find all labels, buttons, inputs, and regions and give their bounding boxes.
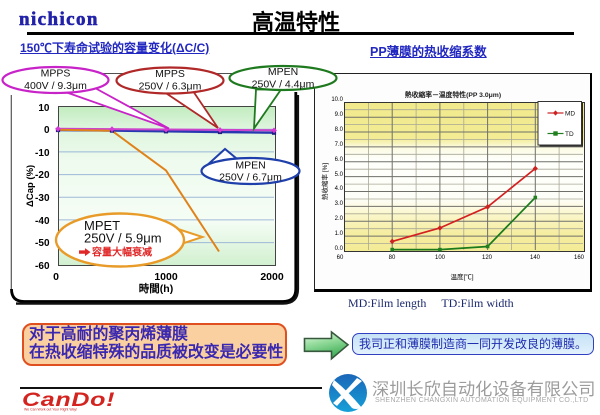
svg-text:MD: MD — [565, 110, 575, 117]
svg-text:400V / 9.3μm: 400V / 9.3μm — [24, 80, 87, 92]
svg-text:250V / 4.4μm: 250V / 4.4μm — [252, 79, 315, 91]
svg-text:250V / 6.7μm: 250V / 6.7μm — [219, 172, 282, 184]
svg-text:容量大幅衰减: 容量大幅衰减 — [91, 246, 152, 259]
svg-text:250V / 5.9μm: 250V / 5.9μm — [84, 231, 162, 246]
svg-text:MPPS: MPPS — [41, 68, 71, 80]
svg-text:MPET: MPET — [84, 218, 120, 233]
svg-text:MPPS: MPPS — [155, 68, 185, 80]
svg-text:MPEN: MPEN — [268, 66, 298, 78]
svg-text:250V / 6.3μm: 250V / 6.3μm — [139, 81, 202, 93]
svg-text:TD: TD — [565, 131, 574, 138]
svg-text:MPEN: MPEN — [235, 160, 265, 172]
